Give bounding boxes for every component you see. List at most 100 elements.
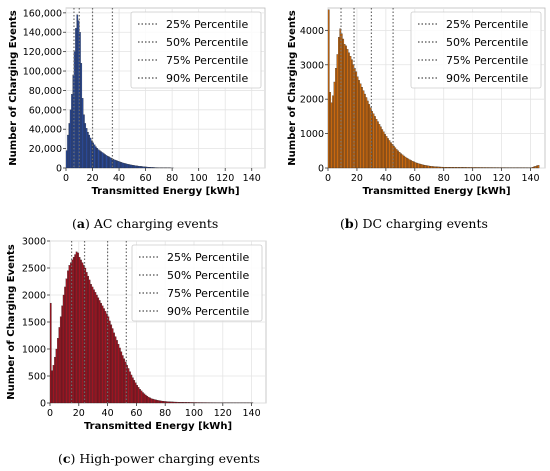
histogram-bar xyxy=(75,251,78,404)
x-axis-label: Transmitted Energy [kWh] xyxy=(84,421,232,432)
histogram-bar xyxy=(385,136,388,169)
histogram-bar xyxy=(536,165,538,169)
histogram-bar xyxy=(144,166,146,169)
y-ticks: 0 1000 2000 3000 4000 xyxy=(300,26,328,175)
histogram-bar xyxy=(131,377,134,404)
histogram-bar xyxy=(349,56,352,169)
x-tick-label: 80 xyxy=(166,173,178,184)
histogram-bar xyxy=(93,144,96,169)
histogram-bar xyxy=(420,164,423,169)
histogram-bar xyxy=(421,164,424,169)
panel-hpc: 0 20 40 60 80 100 120 140 0 500 1000 1500 2000 2500 3… xyxy=(6,237,267,466)
x-tick-label: 120 xyxy=(216,173,234,184)
legend-label: 75% Percentile xyxy=(446,54,528,67)
legend-box xyxy=(410,11,542,89)
caption-text: High-power charging events xyxy=(79,451,260,466)
x-ticks: 0 20 40 60 80 100 120 140 xyxy=(47,403,261,419)
histogram-bar xyxy=(537,165,540,169)
histogram-bar xyxy=(345,45,347,169)
histogram-bar xyxy=(156,400,159,404)
y-tick-label: 3000 xyxy=(300,60,324,71)
histogram-bar xyxy=(343,44,346,169)
histogram-bar xyxy=(133,165,136,169)
caption: (b) DC charging events xyxy=(340,216,488,231)
histogram-bar xyxy=(351,59,353,169)
histogram-bar xyxy=(198,402,200,404)
histogram-bar xyxy=(400,153,402,169)
panel-ac: 0 20 40 60 80 100 120 140 0 20,000 40,000 60,000 80… xyxy=(8,7,266,231)
histogram-bar xyxy=(169,401,172,404)
histogram-bar xyxy=(67,134,69,169)
histogram-bar xyxy=(80,63,83,169)
histogram-bar xyxy=(338,37,340,169)
x-tick-label: 0 xyxy=(63,173,69,184)
histogram-bar xyxy=(429,165,431,169)
histogram-bar xyxy=(193,402,196,404)
histogram-bar xyxy=(130,164,133,169)
x-tick-label: 140 xyxy=(521,173,539,184)
histogram-bar xyxy=(114,160,117,169)
histogram-bar xyxy=(390,142,392,169)
histogram-bar xyxy=(471,167,473,169)
histogram-bar xyxy=(419,163,421,169)
histogram-bar xyxy=(472,167,475,169)
caption: (c) High-power charging events xyxy=(58,451,260,466)
y-tick-label: 120,000 xyxy=(23,47,62,58)
caption-text: DC charging events xyxy=(363,216,488,231)
histogram-bar xyxy=(414,162,417,169)
histogram-bar xyxy=(148,167,150,169)
histogram-bar xyxy=(176,401,179,404)
histogram-bar xyxy=(405,157,408,169)
histogram-bar xyxy=(377,121,379,169)
histogram-bar xyxy=(163,401,166,404)
histogram-bar xyxy=(346,49,349,169)
histogram-bar xyxy=(417,163,420,169)
histogram-bar xyxy=(430,166,433,169)
histogram-bar xyxy=(104,311,107,404)
x-ticks: 0 20 40 60 80 100 120 140 xyxy=(325,168,540,184)
histogram-bar xyxy=(142,166,145,169)
histogram-bar xyxy=(180,402,183,404)
histogram-bar xyxy=(137,165,140,169)
histogram-bar xyxy=(160,400,163,404)
y-ticks: 0 20,000 40,000 60,000 80,000 100,000 120,000 1… xyxy=(23,8,66,175)
histogram-bar xyxy=(178,402,180,404)
histogram-bar xyxy=(329,92,332,169)
caption: (a) AC charging events xyxy=(72,216,218,231)
legend-label: 50% Percentile xyxy=(166,36,248,49)
histogram-bar xyxy=(126,163,129,169)
histogram-bar xyxy=(173,401,176,404)
histogram-bar xyxy=(475,167,478,169)
histogram-bar xyxy=(101,305,104,404)
y-axis-label: Number of Charging Events xyxy=(287,10,298,165)
histogram-bar xyxy=(97,149,100,169)
histogram-bar xyxy=(427,165,430,169)
y-tick-label: 4000 xyxy=(300,26,324,37)
histogram-bar xyxy=(69,109,72,169)
histogram-bar xyxy=(116,160,118,169)
caption-letter: c xyxy=(63,451,71,466)
histogram-bar xyxy=(413,161,415,169)
histogram-bar xyxy=(485,167,488,169)
histogram-bar xyxy=(113,159,116,169)
histogram-bar xyxy=(189,402,192,404)
histogram-bar xyxy=(361,87,363,169)
histogram-bar xyxy=(339,28,342,169)
histogram-bar xyxy=(424,165,427,169)
y-tick-label: 160,000 xyxy=(23,8,62,19)
bars xyxy=(65,14,174,169)
histogram-bar xyxy=(143,393,146,404)
histogram-bar xyxy=(358,80,360,169)
histogram-bar xyxy=(52,365,55,404)
histogram-bar xyxy=(87,275,90,404)
histogram-bar xyxy=(447,167,450,169)
histogram-bar xyxy=(442,166,444,169)
histogram-bar xyxy=(381,129,384,169)
bars xyxy=(49,251,254,404)
histogram-bar xyxy=(87,131,89,169)
histogram-bar xyxy=(68,123,71,169)
histogram-bar xyxy=(84,123,87,169)
x-axis-label: Transmitted Energy [kWh] xyxy=(91,186,239,197)
x-tick-label: 100 xyxy=(185,408,203,419)
